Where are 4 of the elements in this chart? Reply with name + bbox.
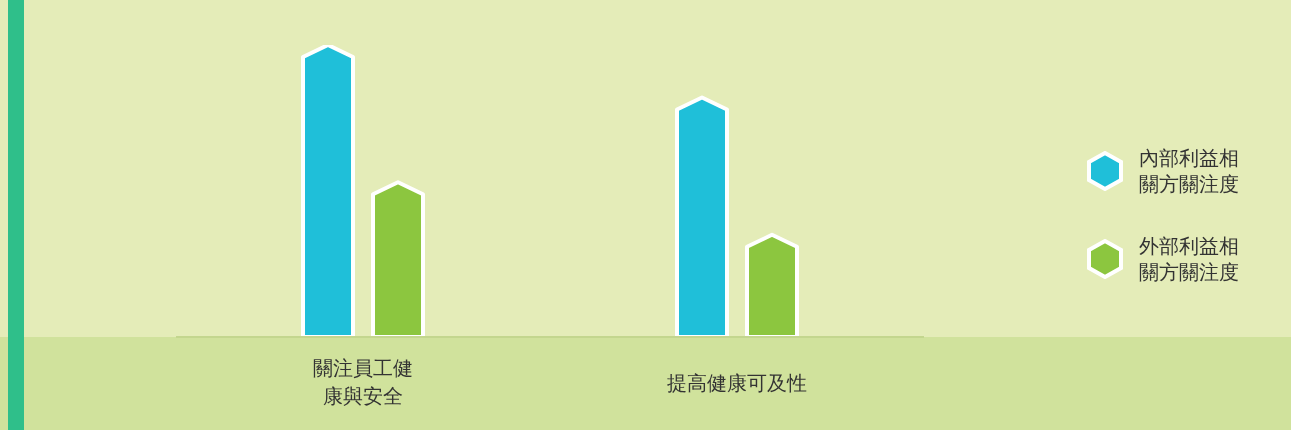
legend-label: 內部利益相關方關注度 (1139, 145, 1240, 197)
legend-label: 外部利益相關方關注度 (1139, 233, 1240, 285)
x-tick-label: 提高健康可及性 (667, 371, 807, 395)
x-tick-label: 關注員工健康與安全 (313, 356, 413, 408)
